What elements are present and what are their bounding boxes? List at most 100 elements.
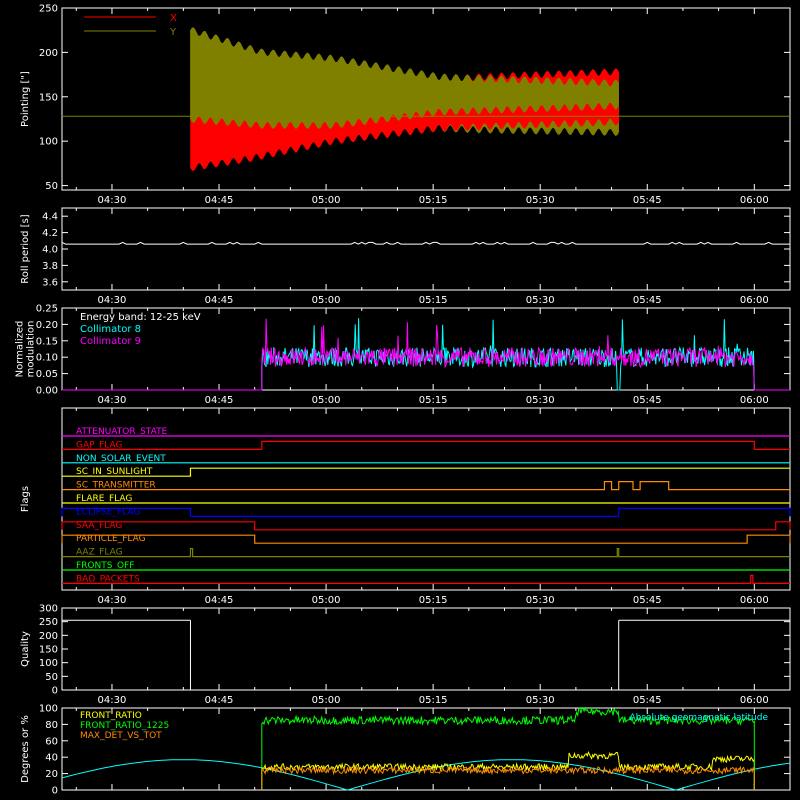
series-max_det_vs_tot <box>261 765 755 791</box>
y-axis-label: Degrees or % <box>20 715 31 783</box>
flag-label: FLARE_FLAG <box>76 494 132 504</box>
x-tick-label: 05:30 <box>526 295 555 306</box>
y-axis-label: Normalized <box>15 321 26 378</box>
legend-label: Y <box>169 27 177 38</box>
x-tick-label: 05:15 <box>419 195 448 206</box>
y-tick-label: 50 <box>45 672 58 683</box>
y-axis-label: Flags <box>20 486 31 512</box>
x-tick-label: 04:45 <box>205 595 234 606</box>
flag-label: SAA_FLAG <box>76 521 122 531</box>
flag-gap_flag <box>62 440 790 450</box>
energy-band-annotation: Energy band: 12-25 keV <box>80 312 201 323</box>
x-tick-label: 05:45 <box>633 395 662 406</box>
y-tick-label: 4.0 <box>42 245 58 256</box>
legend-label: FRONT_RATIO_1225 <box>80 721 169 731</box>
y-tick-label: 200 <box>39 48 58 59</box>
x-tick-label: 04:30 <box>98 595 127 606</box>
x-tick-label: 05:00 <box>312 195 341 206</box>
flag-label: SC_IN_SUNLIGHT <box>76 467 153 477</box>
y-tick-label: 0.00 <box>36 386 58 397</box>
flag-saa_flag <box>61 521 791 531</box>
y-tick-label: 3.8 <box>42 261 58 272</box>
y-axis-label: Pointing ["] <box>20 71 31 127</box>
x-tick-label: 05:00 <box>312 295 341 306</box>
x-tick-label: 05:15 <box>419 595 448 606</box>
axes-frame <box>61 707 791 791</box>
axes-frame <box>61 307 791 391</box>
panel-ratios: 0 20 40 60 80 100 Degrees or % FRONT_RATIOFRONT… <box>20 704 791 797</box>
y-tick-label: 0.20 <box>36 320 58 331</box>
x-tick-label: 04:45 <box>205 195 234 206</box>
geomagnetic-annotation: Absolute geomagnetic latitude <box>629 713 768 723</box>
series-collimator-9 <box>62 318 790 391</box>
y-axis-label: Quality <box>20 631 31 667</box>
y-tick-label: 100 <box>39 658 58 669</box>
x-tick-label: 04:45 <box>205 695 234 706</box>
y-tick-label: 0 <box>52 786 58 797</box>
flag-particle_flag <box>61 534 791 544</box>
legend-label: Collimator 9 <box>80 336 141 347</box>
axes-frame <box>61 407 791 591</box>
y-tick-label: 100 <box>39 137 58 148</box>
x-tick-label: 05:30 <box>526 595 555 606</box>
series-roll-period <box>61 241 790 245</box>
y-tick-label: 100 <box>39 704 58 715</box>
x-tick-label: 04:30 <box>98 695 127 706</box>
x-tick-label: 06:00 <box>740 595 769 606</box>
flag-label: FRONTS_OFF <box>76 561 134 571</box>
y-tick-label: 0.10 <box>36 353 58 364</box>
y-tick-label: 250 <box>39 617 58 628</box>
y-tick-label: 0.05 <box>36 369 58 380</box>
y-axis-label: modulation <box>26 321 37 378</box>
y-tick-label: 20 <box>45 769 58 780</box>
axes-frame <box>61 7 791 191</box>
flag-label: AAZ_FLAG <box>76 548 123 558</box>
x-tick-label: 06:00 <box>740 395 769 406</box>
y-tick-label: 3.6 <box>42 277 58 288</box>
flag-label: PARTICLE_FLAG <box>76 534 146 544</box>
flag-bad_packets <box>62 574 790 584</box>
legend-label: Collimator 8 <box>80 324 141 335</box>
series-Y-front <box>190 27 619 130</box>
flag-label: ECLIPSE_FLAG <box>76 507 140 517</box>
x-tick-label: 05:15 <box>419 695 448 706</box>
panel-roll-period: 3.6 3.8 4.0 4.2 4.4 04:30 04:45 05:00 05:15 05:30… <box>20 207 791 306</box>
y-tick-label: 150 <box>39 92 58 103</box>
x-tick-label: 06:00 <box>740 195 769 206</box>
flag-label: ATTENUATOR_STATE <box>76 427 168 437</box>
x-tick-label: 05:30 <box>526 395 555 406</box>
y-tick-label: 4.4 <box>42 212 58 223</box>
legend-label: MAX_DET_VS_TOT <box>80 731 162 741</box>
y-tick-label: 0.25 <box>36 304 58 315</box>
x-tick-label: 05:15 <box>419 395 448 406</box>
flag-eclipse_flag <box>61 507 791 517</box>
flag-label: NON_SOLAR_EVENT <box>76 454 166 464</box>
panel-modulation: 0.00 0.05 0.10 0.15 0.20 0.25 04:30 04:45 05:00 0… <box>15 304 791 406</box>
x-tick-label: 05:45 <box>633 595 662 606</box>
y-tick-label: 0 <box>52 686 58 697</box>
x-tick-label: 04:30 <box>98 395 127 406</box>
flag-label: SC_TRANSMITTER <box>76 481 156 491</box>
x-tick-label: 06:00 <box>740 695 769 706</box>
y-tick-label: 200 <box>39 631 58 642</box>
series-front_ratio <box>261 750 755 791</box>
flag-label: GAP_FLAG <box>76 440 122 450</box>
x-tick-label: 05:45 <box>633 695 662 706</box>
x-tick-label: 05:45 <box>633 195 662 206</box>
x-tick-label: 04:45 <box>205 295 234 306</box>
panel-flags: 04:30 04:45 05:00 05:15 05:30 05:45 06:00 Flags… <box>20 407 791 606</box>
x-tick-label: 06:00 <box>740 295 769 306</box>
flag-sc_in_sunlight <box>62 467 790 477</box>
x-tick-label: 05:00 <box>312 695 341 706</box>
x-tick-label: 04:45 <box>205 395 234 406</box>
y-tick-label: 150 <box>39 645 58 656</box>
x-tick-label: 05:00 <box>312 395 341 406</box>
x-tick-label: 04:30 <box>98 195 127 206</box>
x-tick-label: 05:00 <box>312 595 341 606</box>
flag-sc_transmitter <box>62 481 790 491</box>
y-tick-label: 250 <box>39 4 58 15</box>
x-tick-label: 05:30 <box>526 695 555 706</box>
x-tick-label: 05:15 <box>419 295 448 306</box>
y-tick-label: 4.2 <box>42 228 58 239</box>
